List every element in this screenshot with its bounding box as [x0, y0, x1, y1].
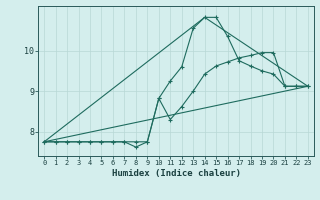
X-axis label: Humidex (Indice chaleur): Humidex (Indice chaleur) [111, 169, 241, 178]
